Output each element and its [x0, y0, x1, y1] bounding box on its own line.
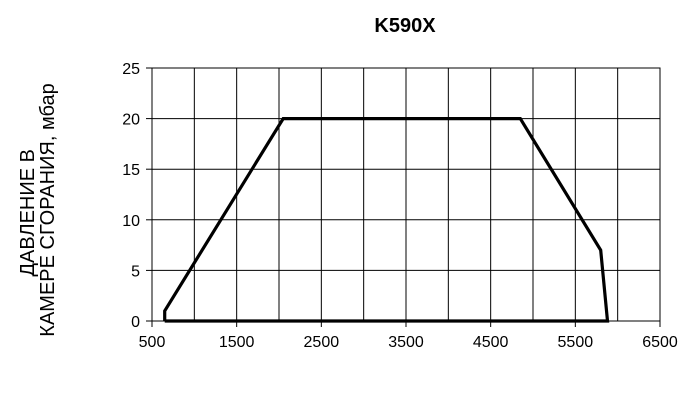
y-axis-label-group: ДАВЛЕНИЕ В КАМЕРЕ СГОРАНИЯ, мбар: [17, 83, 59, 336]
y-tick-label: 10: [122, 213, 140, 230]
y-tick-label: 0: [131, 314, 140, 331]
y-tick-label: 25: [122, 61, 140, 78]
x-tick-label: 6500: [642, 334, 678, 351]
y-axis-label-line-1: ДАВЛЕНИЕ В: [17, 149, 39, 277]
x-tick-label: 5500: [558, 334, 594, 351]
series-line-0: [163, 116, 610, 323]
y-tick-label: 5: [131, 263, 140, 280]
x-tick-label: 4500: [473, 334, 509, 351]
grid-layer: [151, 67, 661, 322]
x-tick-label: 1500: [219, 334, 255, 351]
y-axis-label-line-2: КАМЕРЕ СГОРАНИЯ, мбар: [37, 83, 59, 336]
x-tick-label: 2500: [304, 334, 340, 351]
x-tick-label: 500: [139, 334, 166, 351]
chart-title: K590X: [374, 15, 436, 37]
tick-layer: 0 5 10 15 20 25 500 1500 2500 3500 4500 5500 6500: [122, 61, 678, 351]
series-layer: [163, 116, 610, 323]
y-axis-label: ДАВЛЕНИЕ В КАМЕРЕ СГОРАНИЯ, мбар: [17, 83, 59, 336]
y-tick-label: 20: [122, 112, 140, 129]
x-tick-label: 3500: [388, 334, 424, 351]
y-tick-label: 15: [122, 162, 140, 179]
